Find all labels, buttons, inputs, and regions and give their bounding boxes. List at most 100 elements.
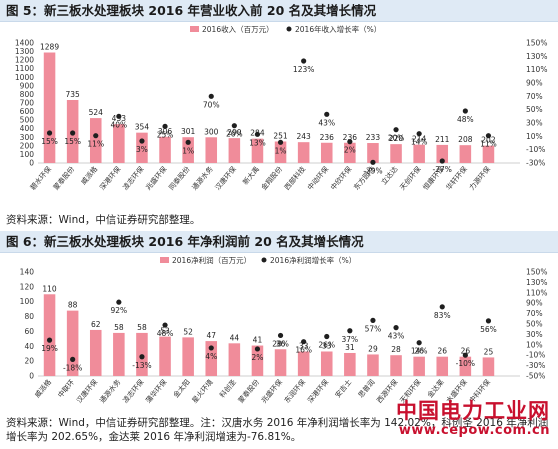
bar [367,143,379,163]
legend-bar-swatch [160,257,169,263]
bar-value-label: 36 [276,339,286,348]
figure6-source: 资料来源：Wind，中信证券研究部整理。注：汉唐水务 2016 年净利润增长率为… [6,417,549,443]
bar-value-label: 29 [368,344,378,353]
growth-pct-label: 11% [480,140,497,149]
watermark: 中国电力工业网 www.cepow.com.cn [396,399,550,438]
figure6-title: 图 6：新三板水处理板块 2016 年净利润前 20 名及其增长情况 [0,231,558,253]
right-axis-tick-label: 70% [526,309,543,318]
growth-dot [416,340,422,346]
growth-dot [254,346,261,352]
bar [228,138,241,163]
bar-value-label: 220 [389,134,404,143]
growth-pct-label: 28% [272,339,289,348]
bar [320,351,333,376]
bar-value-label: 53 [160,327,170,336]
category-label: 中动环保 [305,165,330,192]
growth-dot [485,133,492,139]
left-axis-tick-label: 700 [20,99,35,108]
category-label: 威派格 [33,378,53,400]
growth-dot [324,111,330,117]
bar-value-label: 524 [89,108,104,117]
growth-dot [462,352,468,358]
growth-pct-label: 70% [203,100,220,109]
growth-pct-label: 14% [411,347,428,356]
bar-value-label: 233 [366,133,381,142]
bar-value-label: 62 [91,320,101,329]
watermark-url: www.cepow.com.cn [398,423,550,438]
growth-pct-label: 48% [457,115,474,124]
bar [205,137,218,163]
left-axis-tick-label: 400 [20,124,35,133]
left-axis-tick-label: 1200 [15,56,34,65]
bar-value-label: 306 [158,127,173,136]
growth-pct-label: 37% [342,335,359,344]
bar [367,354,379,376]
growth-dot [324,333,330,340]
right-axis-tick-label: 30% [526,330,543,339]
bar [413,144,425,163]
category-label: 金翔股份 [259,165,284,192]
bar [251,345,264,376]
bar [436,356,449,376]
bar [251,138,264,163]
legend-label-dots: 2016年收入增长率（%） [295,24,381,34]
left-axis-tick-label: 600 [20,107,35,116]
legend-label-bars: 2016收入（百万元） [202,24,274,34]
bar [43,52,56,164]
legend-bar-swatch [190,26,199,32]
growth-pct-label: 15% [64,137,81,146]
growth-pct-label: 1% [182,146,194,155]
growth-dot [139,354,145,360]
bar [113,124,125,163]
bar [482,145,495,163]
bar-value-label: 236 [320,133,335,142]
bar [390,144,402,163]
growth-pct-label: 26% [318,340,335,349]
category-label: 凌志环保 [121,378,146,405]
bar-value-label: 58 [137,323,147,332]
category-label: 金达莱 [425,378,445,400]
growth-dot [185,139,191,145]
category-label: 蒲华环保 [144,378,169,405]
bar [459,145,472,163]
right-axis-tick-label: 130% [526,278,547,287]
right-axis-tick-label: -30% [526,159,545,168]
category-label: 金太阳 [171,378,191,400]
growth-pct-label: 20% [388,134,405,143]
left-axis-tick-label: 120 [20,282,35,291]
bar-value-label: 290 [227,128,242,137]
right-axis-tick-label: 10% [526,132,543,141]
left-axis-tick-label: 140 [20,268,35,277]
growth-dot [139,138,145,144]
category-label: 兆盛环保 [144,165,169,192]
bar-value-label: 58 [114,323,124,332]
watermark-name: 中国电力工业网 [396,399,550,423]
category-label: 中欣环保 [328,165,353,192]
growth-dot [254,131,261,137]
bar-value-label: 1289 [40,43,59,52]
left-axis-tick-label: 1400 [15,39,34,48]
category-label: 中联环 [56,378,76,400]
left-axis-tick-label: 500 [20,116,35,125]
growth-dot [462,108,468,114]
left-axis-tick-label: 20 [24,357,34,366]
category-label: 科创圣 [217,378,237,400]
left-axis-tick-label: 1100 [15,64,34,73]
right-axis-tick-label: -50% [526,372,545,381]
growth-pct-label: 56% [480,325,497,334]
growth-pct-label: 19% [41,344,58,353]
growth-pct-label: 57% [365,324,382,333]
legend: 2016净利润（百万元） 2016净利润增长率（%） [160,255,356,265]
growth-dot [393,325,399,331]
growth-dot [46,337,53,343]
category-label: 东润环保 [282,378,307,405]
growth-pct-label: 26% [226,130,243,139]
legend-label-bars: 2016净利润（百万元） [172,255,251,265]
right-axis-tick-label: 90% [526,79,543,88]
growth-pct-label: 16% [295,346,312,355]
bar-value-label: 26 [461,347,471,356]
growth-pct-label: 13% [249,138,266,147]
right-axis-tick-label: 50% [526,320,543,329]
bar [274,141,287,163]
bar [182,137,194,163]
